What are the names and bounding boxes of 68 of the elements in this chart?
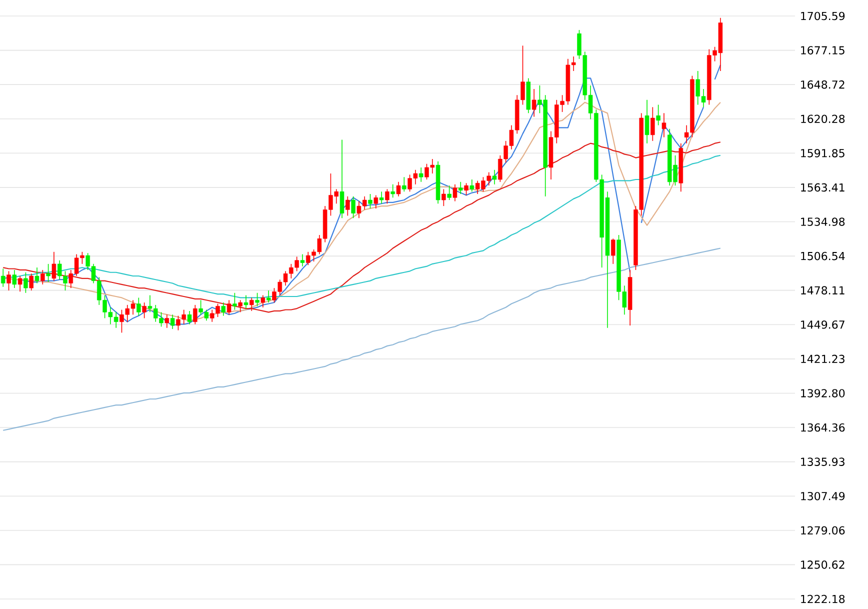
candlestick [374,194,378,209]
y-tick-label: 1563.41 [801,183,844,192]
candlestick [226,300,232,315]
candlestick [390,184,395,198]
candlestick [18,276,22,292]
candlestick [650,106,655,142]
candlestick [34,267,40,284]
candlestick [232,292,237,310]
y-tick-label: 1478.11 [801,286,844,294]
y-tick-label: 1534.98 [801,218,845,226]
y-tick-label: 1279.06 [801,526,845,535]
candlestick [442,188,446,206]
candlestick [300,254,305,267]
candlestick [0,268,6,288]
candlestick [492,169,497,185]
y-tick-label: 1591.85 [801,149,844,158]
y-tick-label: 1421.23 [801,354,844,364]
candlestick [170,314,175,330]
candlestick [644,100,650,144]
candlestick [221,302,226,316]
y-tick-label: 1335.93 [801,458,844,466]
candlestick [142,302,146,319]
candlestick [260,294,266,308]
y-tick-label: 1307.49 [801,492,845,500]
candlestick [458,182,463,194]
candlestick [447,185,452,200]
candlestick [244,294,248,309]
candlestick [187,310,192,325]
candlestick [136,297,141,316]
candlestick [656,104,660,126]
candlestick [385,188,390,204]
y-tick-label: 1677.15 [801,46,844,54]
candlestick [418,167,424,182]
candlestick [12,270,17,288]
candlestick [532,88,536,118]
candlestick [346,196,350,216]
y-tick-label: 1364.36 [801,423,845,432]
candlestick [52,251,56,282]
candlestick [340,139,344,219]
candlestick [379,191,384,204]
y-tick-label: 1250.62 [801,560,844,569]
y-tick-label: 1392.80 [801,389,845,398]
y-tick-label: 1705.59 [801,12,845,20]
candlestick [250,297,254,312]
candlestick [464,182,468,196]
candlestick [238,300,242,313]
candlestick [255,292,260,307]
candlestick [402,176,406,192]
candlestick [29,273,34,291]
y-tick-label: 1620.28 [801,114,845,124]
candlestick [6,270,11,291]
candlestick [193,304,198,325]
candlestick [24,272,28,294]
candlestick [164,314,170,328]
y-tick-label: 1222.18 [801,594,845,604]
candlestick [662,112,666,138]
candlestick [368,194,372,209]
candlestick [470,179,474,192]
y-tick-label: 1449.67 [801,320,844,329]
candlestick [611,238,616,264]
candlestick [46,264,50,282]
y-tick-label: 1506.54 [801,252,845,260]
candlestick [452,184,458,202]
candlestick [351,196,356,219]
y-tick-label: 1648.72 [801,80,844,89]
candlestick [266,290,271,303]
candlestick [396,182,401,197]
candlestick [40,270,45,285]
